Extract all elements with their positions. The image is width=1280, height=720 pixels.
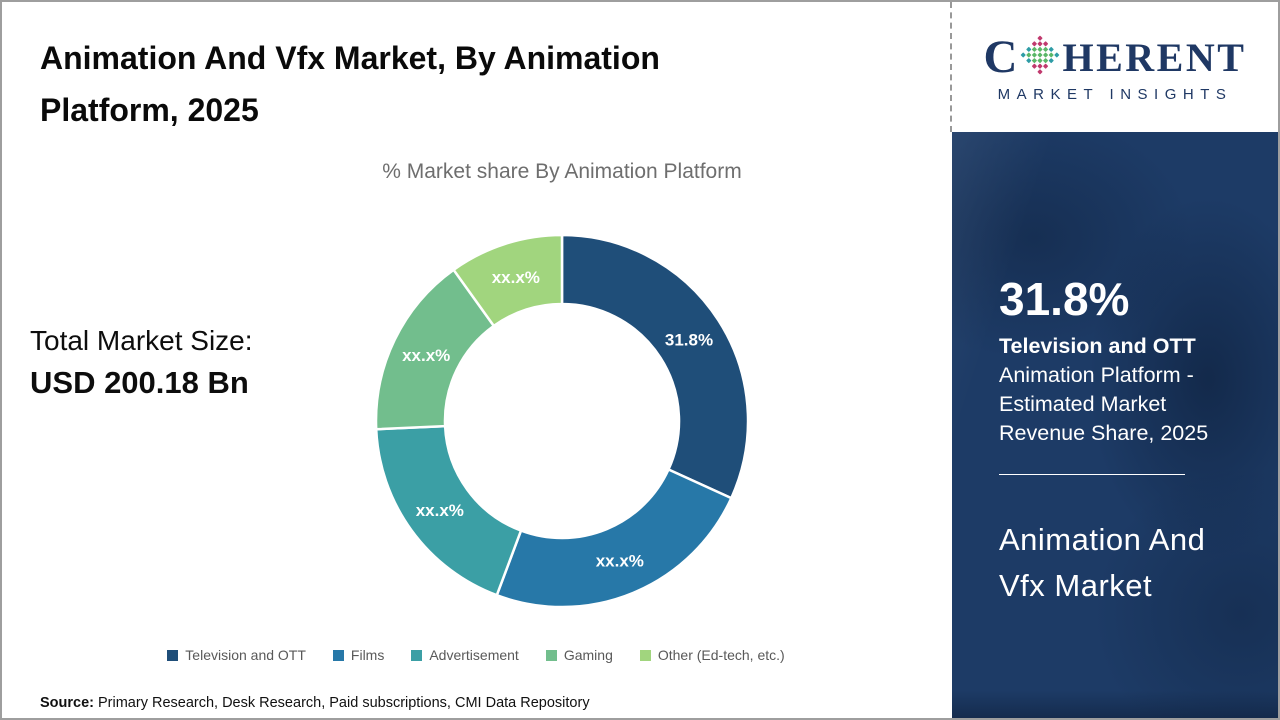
source-text: Primary Research, Desk Research, Paid su… bbox=[98, 695, 590, 711]
donut-segment-label: xx.x% bbox=[416, 501, 464, 520]
chart-legend: Television and OTT Films Advertisement Gami… bbox=[2, 647, 950, 663]
donut-segment-label: xx.x% bbox=[402, 346, 450, 365]
total-market-size-block: Total Market Size: USD 200.18 Bn bbox=[30, 325, 253, 401]
legend-label: Advertisement bbox=[429, 647, 519, 663]
donut-segment bbox=[452, 233, 564, 328]
legend-swatch-icon bbox=[411, 649, 423, 661]
page-title: Animation And Vfx Market, By Animation P… bbox=[40, 40, 660, 128]
legend-label: Other (Ed-tech, etc.) bbox=[657, 647, 785, 663]
coherent-globe-icon bbox=[1020, 35, 1059, 74]
donut-segment-label: xx.x% bbox=[492, 268, 540, 287]
legend-label: Television and OTT bbox=[185, 647, 306, 663]
logo-letters-herent: HERENT bbox=[1062, 34, 1247, 80]
sidebar-stat-value: 31.8% bbox=[999, 273, 1130, 325]
chart-title: % Market share By Animation Platform bbox=[382, 160, 742, 183]
source-label: Source: bbox=[40, 695, 94, 711]
logo-tagline: MARKET INSIGHTS bbox=[997, 85, 1233, 103]
legend-label: Gaming bbox=[563, 647, 613, 663]
legend-item: Television and OTT bbox=[167, 647, 306, 663]
source-line: Source: Primary Research, Desk Research, … bbox=[40, 695, 590, 711]
sidebar-stat-description: Animation Platform - Estimated Market Re… bbox=[999, 362, 1209, 445]
legend-item: Other (Ed-tech, etc.) bbox=[639, 647, 785, 663]
legend-swatch-icon bbox=[332, 649, 344, 661]
legend-swatch-icon bbox=[545, 649, 557, 661]
donut-segment bbox=[495, 468, 733, 609]
sidebar-market-name: Animation And Vfx Market bbox=[999, 521, 1206, 603]
logo-letter-c: C bbox=[983, 31, 1018, 83]
coherent-logo: C HERENT MARKET INSIGHTS bbox=[952, 4, 1278, 132]
legend-item: Advertisement bbox=[411, 647, 519, 663]
legend-item: Gaming bbox=[545, 647, 613, 663]
legend-label: Films bbox=[350, 647, 385, 663]
donut-segment-label: 31.8% bbox=[665, 330, 713, 349]
total-market-size-label: Total Market Size: bbox=[30, 325, 253, 356]
legend-swatch-icon bbox=[167, 649, 179, 661]
donut-segment-label: xx.x% bbox=[596, 552, 644, 571]
coherent-logo-wordmark: C HERENT bbox=[984, 34, 1247, 82]
sidebar-stat-label: Television and OTT bbox=[999, 333, 1196, 358]
sidebar-divider-line bbox=[999, 473, 1185, 475]
total-market-size-value: USD 200.18 Bn bbox=[30, 365, 249, 400]
donut-chart: 31.8% xx.x% xx.x% xx.x% xx.x% bbox=[374, 233, 750, 609]
legend-swatch-icon bbox=[639, 649, 651, 661]
legend-item: Films bbox=[332, 647, 385, 663]
sidebar-panel: 31.8% Television and OTT Animation Platf… bbox=[952, 132, 1278, 718]
donut-segment bbox=[560, 233, 750, 500]
dashed-divider bbox=[950, 2, 952, 132]
